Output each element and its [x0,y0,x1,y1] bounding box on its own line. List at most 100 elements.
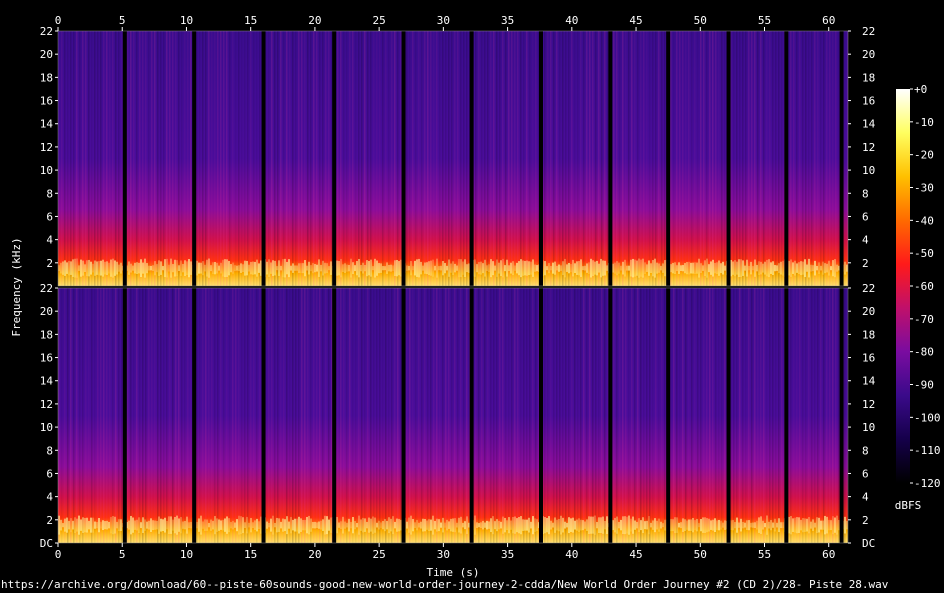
low-frequency-energy [446,519,448,531]
y-tick-label: 10 [40,421,53,434]
x-tick-label: 10 [180,14,193,27]
spectral-streak [514,31,516,286]
spectral-streak [232,288,234,543]
low-frequency-energy [146,263,148,274]
spectral-streak [229,31,231,286]
low-frequency-energy [596,522,598,529]
low-frequency-energy [372,266,374,271]
low-frequency-energy [354,265,356,272]
low-frequency-energy [748,520,750,531]
low-frequency-energy [336,260,338,276]
spectral-streak [415,288,417,543]
low-frequency-energy [496,259,498,277]
low-frequency-energy [268,522,270,528]
low-frequency-energy [628,515,630,535]
low-frequency-energy [84,264,86,272]
low-frequency-energy [144,258,146,278]
spectral-streak [238,288,240,543]
low-frequency-energy [762,520,764,530]
low-frequency-energy [280,521,282,529]
y-tick-label: 8 [862,444,869,457]
spectral-streak [520,31,522,286]
low-frequency-energy [84,517,86,533]
low-frequency-energy [468,522,470,528]
low-frequency-energy [744,265,746,271]
low-frequency-energy [266,261,268,275]
low-frequency-energy [204,519,206,531]
low-frequency-energy [474,515,476,535]
low-frequency-energy [506,259,508,277]
x-tick-label: 5 [119,14,126,27]
track-gap [469,288,474,543]
low-frequency-energy [76,258,78,278]
spectral-streak [676,288,678,543]
low-frequency-energy [656,520,658,530]
low-frequency-energy [254,520,256,530]
spectral-streak [556,31,558,286]
spectral-streak [370,288,372,543]
low-frequency-energy [800,261,802,276]
low-frequency-energy [604,260,606,276]
spectral-streak [187,31,189,286]
low-frequency-energy [536,265,538,272]
low-frequency-energy [390,518,392,532]
spectral-streak [709,31,711,286]
spectral-streak [562,288,564,543]
spectral-streak [730,31,732,286]
low-frequency-energy [232,262,234,274]
low-frequency-energy [316,522,318,528]
low-frequency-energy [508,265,510,272]
spectral-streak [772,31,774,286]
low-frequency-energy [704,517,706,534]
spectral-streak [817,31,819,286]
spectral-streak [67,288,69,543]
low-frequency-energy [60,262,62,274]
low-frequency-energy [550,265,552,271]
x-tick-label: 45 [629,548,642,561]
low-frequency-energy [310,265,312,272]
low-frequency-energy [378,520,380,530]
low-frequency-energy [238,265,240,272]
low-frequency-energy [328,266,330,271]
low-frequency-energy [674,517,676,534]
x-tick-label: 15 [244,548,257,561]
low-frequency-energy [216,518,218,532]
low-frequency-energy [772,522,774,528]
low-frequency-energy [384,266,386,271]
low-frequency-energy [74,517,76,534]
low-frequency-energy [628,265,630,271]
spectral-streak [730,288,732,543]
spectral-streak [286,31,288,286]
low-frequency-energy [258,521,260,530]
y-tick-label: 10 [862,164,875,177]
track-gap [401,288,406,543]
y-tick-label: 20 [40,305,53,318]
low-frequency-energy [512,261,514,276]
spectral-streak [280,288,282,543]
spectral-streak [376,288,378,543]
spectral-streak [706,288,708,543]
low-frequency-energy [664,519,666,531]
spectral-streak [571,288,573,543]
spectral-streak [781,31,783,286]
spectral-streak [844,288,846,543]
low-frequency-energy [418,522,420,528]
low-frequency-energy [516,518,518,533]
spectral-streak [73,288,75,543]
spectral-streak [796,288,798,543]
low-frequency-energy [158,516,160,534]
low-frequency-energy [738,259,740,278]
spectral-streak [478,288,480,543]
low-frequency-energy [454,518,456,533]
spectral-streak [394,288,396,543]
low-frequency-energy [430,519,432,531]
low-frequency-energy [182,263,184,273]
low-frequency-energy [174,516,176,534]
spectral-streak [781,288,783,543]
low-frequency-energy [652,260,654,277]
low-frequency-energy [664,260,666,277]
low-frequency-energy [306,265,308,271]
spectral-streak [517,288,519,543]
spectral-streak [130,288,132,543]
spectral-streak [697,288,699,543]
